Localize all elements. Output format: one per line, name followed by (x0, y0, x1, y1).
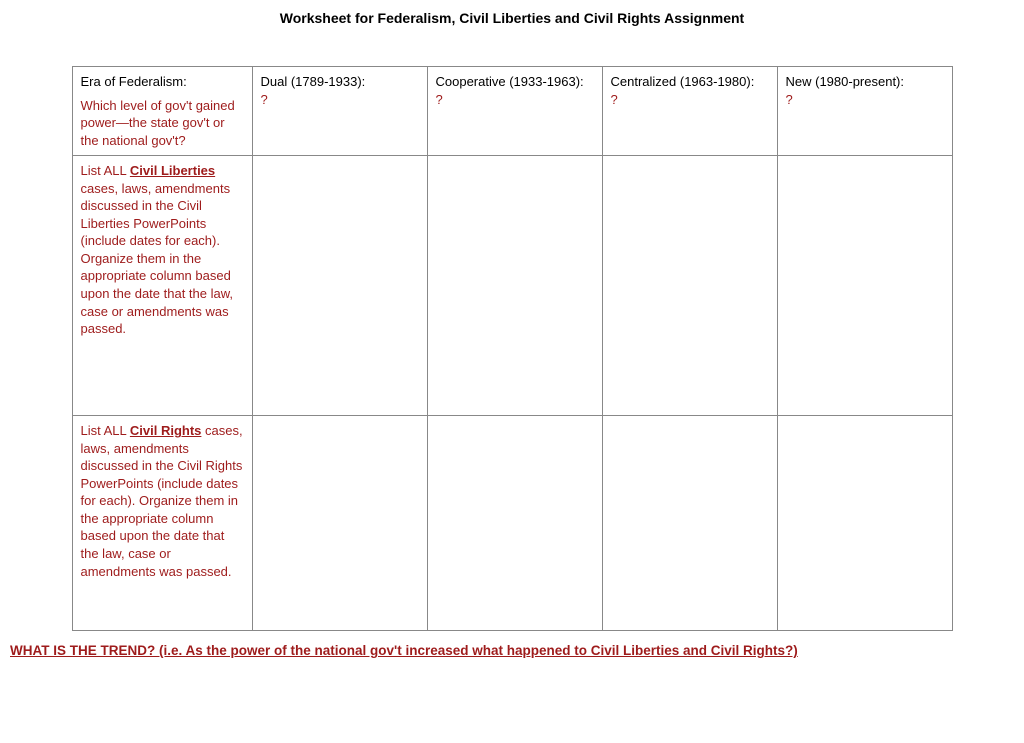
centralized-heading: Centralized (1963-1980): (611, 73, 769, 91)
cell-dual: Dual (1789-1933): ? (252, 67, 427, 156)
cell-rights-centralized (602, 416, 777, 631)
cell-era-label: Era of Federalism: Which level of gov't … (72, 67, 252, 156)
liberties-rest: cases, laws, amendments discussed in the… (81, 181, 234, 336)
cell-rights-new (777, 416, 952, 631)
cooperative-heading: Cooperative (1933-1963): (436, 73, 594, 91)
trend-question: WHAT IS THE TREND? (i.e. As the power of… (0, 631, 1024, 658)
cell-rights-cooperative (427, 416, 602, 631)
cell-liberties-dual (252, 156, 427, 416)
cell-liberties-label: List ALL Civil Liberties cases, laws, am… (72, 156, 252, 416)
page-title: Worksheet for Federalism, Civil Libertie… (0, 0, 1024, 66)
cell-cooperative: Cooperative (1933-1963): ? (427, 67, 602, 156)
cell-liberties-centralized (602, 156, 777, 416)
cell-rights-dual (252, 416, 427, 631)
table-row-liberties: List ALL Civil Liberties cases, laws, am… (72, 156, 952, 416)
liberties-bold: Civil Liberties (130, 163, 215, 178)
centralized-answer: ? (611, 91, 769, 109)
cell-centralized: Centralized (1963-1980): ? (602, 67, 777, 156)
rights-bold: Civil Rights (130, 423, 202, 438)
rights-prefix: List ALL (81, 423, 130, 438)
new-answer: ? (786, 91, 944, 109)
dual-heading: Dual (1789-1933): (261, 73, 419, 91)
rights-rest: cases, laws, amendments discussed in the… (81, 423, 243, 578)
liberties-prefix: List ALL (81, 163, 130, 178)
cell-liberties-cooperative (427, 156, 602, 416)
era-heading: Era of Federalism: (81, 73, 244, 91)
era-question: Which level of gov't gained power—the st… (81, 97, 244, 150)
cell-new: New (1980-present): ? (777, 67, 952, 156)
cell-rights-label: List ALL Civil Rights cases, laws, amend… (72, 416, 252, 631)
new-heading: New (1980-present): (786, 73, 944, 91)
dual-answer: ? (261, 91, 419, 109)
table-row-rights: List ALL Civil Rights cases, laws, amend… (72, 416, 952, 631)
cell-liberties-new (777, 156, 952, 416)
table-row-header: Era of Federalism: Which level of gov't … (72, 67, 952, 156)
cooperative-answer: ? (436, 91, 594, 109)
worksheet-table: Era of Federalism: Which level of gov't … (72, 66, 953, 631)
